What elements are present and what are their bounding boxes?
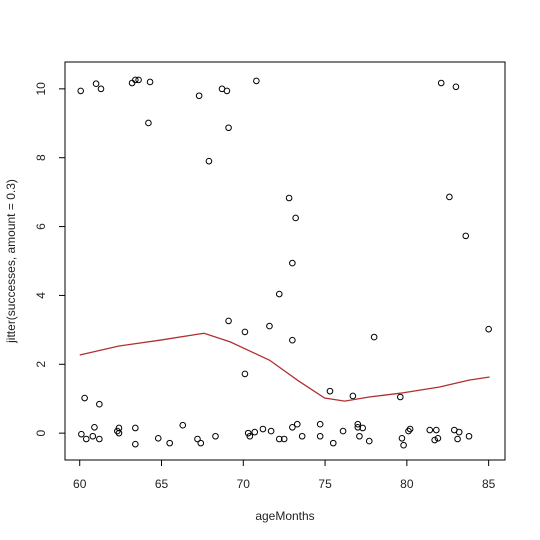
point [485,325,492,333]
point [259,425,267,433]
x-tick-label: 80 [400,477,414,491]
smooth-line [79,332,490,402]
point [89,432,97,440]
point [293,420,301,428]
point [465,432,473,440]
point [195,92,203,100]
point [135,76,142,84]
point [97,85,105,93]
point [454,435,461,443]
point [194,435,201,443]
point [132,424,139,432]
point [96,435,103,443]
plot-box [64,61,506,461]
point [437,79,445,87]
point [166,439,173,447]
y-tick-label: 4 [34,292,48,299]
point [292,214,299,222]
y-tick-label: 6 [34,223,48,230]
point [81,394,88,402]
point [275,290,283,298]
x-tick-label: 65 [155,477,169,491]
point [280,435,288,443]
point [146,78,154,86]
point [82,435,90,443]
point [96,400,103,408]
point [405,427,412,435]
point [329,439,337,447]
point [266,322,273,330]
point [241,370,249,378]
point [77,87,85,95]
point [212,432,219,440]
y-tick-label: 10 [34,82,48,96]
point [434,435,442,442]
point [114,427,121,435]
point [285,194,293,202]
point [179,421,187,429]
point [316,420,324,428]
point [398,435,406,442]
point [275,435,283,443]
point [349,392,357,400]
point [225,124,232,132]
point [446,193,453,201]
point [78,430,85,438]
point [253,77,260,85]
point [452,83,460,91]
point [267,427,275,435]
point [223,87,231,95]
point [462,232,470,240]
point [433,426,440,434]
point [244,429,252,437]
x-tick-label: 85 [482,477,496,491]
point [91,423,98,431]
point [365,437,373,445]
point [326,387,334,395]
point [354,423,362,431]
y-tick-label: 2 [34,361,48,368]
point [354,420,362,428]
point [92,80,100,87]
point [426,426,434,434]
point [400,441,407,449]
x-tick-label: 60 [73,477,87,491]
point [406,425,414,433]
point [359,424,366,432]
point [289,423,296,431]
point [298,432,306,440]
point [431,436,438,444]
point [246,432,254,440]
point [370,333,378,341]
point [289,259,296,267]
point [225,317,232,325]
point [205,157,213,165]
point [197,439,205,447]
y-tick-label: 0 [34,429,48,436]
point [115,429,123,437]
point [289,336,296,344]
point [397,393,404,401]
point [128,79,136,87]
point [316,432,324,440]
y-axis-label: jitter(successes, amount = 0.3) [4,179,18,344]
point [132,76,139,84]
y-tick-label: 8 [34,154,48,161]
point [339,427,347,435]
x-tick-label: 75 [318,477,332,491]
point [455,428,463,436]
point [356,432,363,440]
x-tick-label: 70 [237,477,251,491]
point [145,119,152,127]
point [251,428,259,436]
x-axis-label: ageMonths [255,509,314,523]
point [241,328,249,336]
point [132,440,139,448]
point [154,435,162,442]
